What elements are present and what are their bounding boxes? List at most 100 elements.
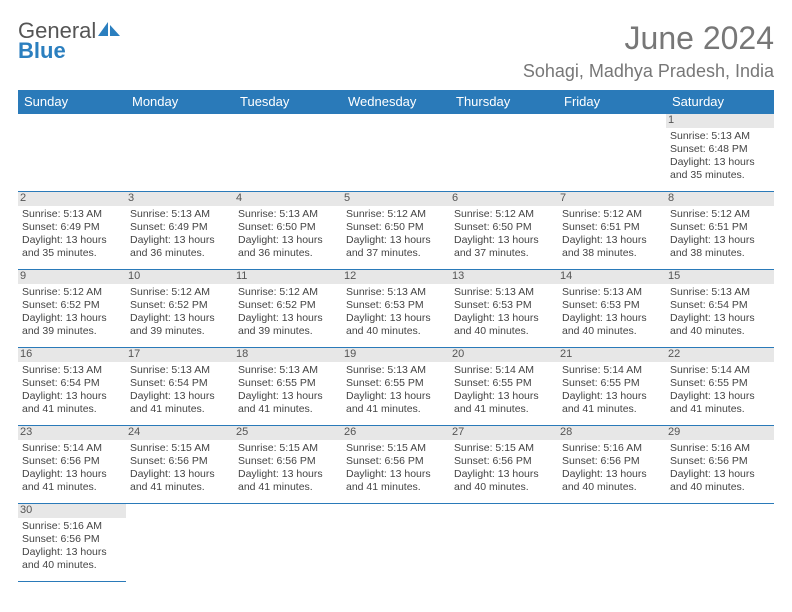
day-number: 10	[126, 270, 234, 284]
daylight-line: Daylight: 13 hours	[670, 312, 770, 325]
calendar-cell: 14Sunrise: 5:13 AMSunset: 6:53 PMDayligh…	[558, 270, 666, 348]
sunset-line: Sunset: 6:50 PM	[238, 221, 338, 234]
sunset-line: Sunset: 6:52 PM	[22, 299, 122, 312]
daylight-line2: and 41 minutes.	[22, 403, 122, 416]
sunrise-line: Sunrise: 5:12 AM	[346, 208, 446, 221]
daylight-line2: and 37 minutes.	[454, 247, 554, 260]
calendar-cell: 12Sunrise: 5:13 AMSunset: 6:53 PMDayligh…	[342, 270, 450, 348]
weekday-header: Tuesday	[234, 90, 342, 114]
day-number: 5	[342, 192, 450, 206]
sunset-line: Sunset: 6:49 PM	[22, 221, 122, 234]
sunset-line: Sunset: 6:48 PM	[670, 143, 770, 156]
sunset-line: Sunset: 6:54 PM	[670, 299, 770, 312]
day-number: 25	[234, 426, 342, 440]
sunset-line: Sunset: 6:56 PM	[454, 455, 554, 468]
day-number: 27	[450, 426, 558, 440]
calendar-cell	[18, 114, 126, 192]
daylight-line2: and 41 minutes.	[130, 481, 230, 494]
day-number: 23	[18, 426, 126, 440]
calendar-cell: 22Sunrise: 5:14 AMSunset: 6:55 PMDayligh…	[666, 348, 774, 426]
sunset-line: Sunset: 6:55 PM	[562, 377, 662, 390]
daylight-line: Daylight: 13 hours	[238, 312, 338, 325]
sunset-line: Sunset: 6:53 PM	[562, 299, 662, 312]
daylight-line: Daylight: 13 hours	[130, 390, 230, 403]
calendar-cell: 24Sunrise: 5:15 AMSunset: 6:56 PMDayligh…	[126, 426, 234, 504]
daylight-line2: and 39 minutes.	[22, 325, 122, 338]
sunrise-line: Sunrise: 5:13 AM	[238, 208, 338, 221]
calendar-cell: 5Sunrise: 5:12 AMSunset: 6:50 PMDaylight…	[342, 192, 450, 270]
calendar-cell: 20Sunrise: 5:14 AMSunset: 6:55 PMDayligh…	[450, 348, 558, 426]
calendar-cell	[450, 114, 558, 192]
sunset-line: Sunset: 6:55 PM	[346, 377, 446, 390]
weekday-header: Friday	[558, 90, 666, 114]
calendar-cell: 30Sunrise: 5:16 AMSunset: 6:56 PMDayligh…	[18, 504, 126, 582]
calendar-cell	[126, 504, 234, 582]
day-number: 9	[18, 270, 126, 284]
daylight-line2: and 40 minutes.	[670, 481, 770, 494]
daylight-line: Daylight: 13 hours	[238, 468, 338, 481]
sunset-line: Sunset: 6:52 PM	[130, 299, 230, 312]
sunrise-line: Sunrise: 5:15 AM	[454, 442, 554, 455]
day-number: 30	[18, 504, 126, 518]
daylight-line2: and 41 minutes.	[346, 403, 446, 416]
sunset-line: Sunset: 6:51 PM	[562, 221, 662, 234]
daylight-line: Daylight: 13 hours	[454, 390, 554, 403]
calendar-cell: 17Sunrise: 5:13 AMSunset: 6:54 PMDayligh…	[126, 348, 234, 426]
calendar-cell: 6Sunrise: 5:12 AMSunset: 6:50 PMDaylight…	[450, 192, 558, 270]
sunrise-line: Sunrise: 5:13 AM	[238, 364, 338, 377]
calendar-cell	[450, 504, 558, 582]
daylight-line: Daylight: 13 hours	[670, 468, 770, 481]
day-number: 21	[558, 348, 666, 362]
calendar-row: 1Sunrise: 5:13 AMSunset: 6:48 PMDaylight…	[18, 114, 774, 192]
sunrise-line: Sunrise: 5:12 AM	[454, 208, 554, 221]
sunset-line: Sunset: 6:54 PM	[22, 377, 122, 390]
calendar-cell: 23Sunrise: 5:14 AMSunset: 6:56 PMDayligh…	[18, 426, 126, 504]
sunset-line: Sunset: 6:55 PM	[670, 377, 770, 390]
sunrise-line: Sunrise: 5:13 AM	[130, 208, 230, 221]
sunrise-line: Sunrise: 5:12 AM	[670, 208, 770, 221]
daylight-line2: and 37 minutes.	[346, 247, 446, 260]
sunset-line: Sunset: 6:56 PM	[562, 455, 662, 468]
daylight-line2: and 41 minutes.	[130, 403, 230, 416]
calendar-cell	[342, 504, 450, 582]
calendar-cell: 9Sunrise: 5:12 AMSunset: 6:52 PMDaylight…	[18, 270, 126, 348]
sunrise-line: Sunrise: 5:13 AM	[22, 208, 122, 221]
weekday-header: Thursday	[450, 90, 558, 114]
day-number: 14	[558, 270, 666, 284]
sunrise-line: Sunrise: 5:15 AM	[238, 442, 338, 455]
daylight-line2: and 39 minutes.	[238, 325, 338, 338]
day-number: 28	[558, 426, 666, 440]
daylight-line: Daylight: 13 hours	[130, 312, 230, 325]
calendar-cell	[666, 504, 774, 582]
sunset-line: Sunset: 6:56 PM	[22, 455, 122, 468]
day-number: 22	[666, 348, 774, 362]
calendar-cell: 2Sunrise: 5:13 AMSunset: 6:49 PMDaylight…	[18, 192, 126, 270]
calendar-cell: 28Sunrise: 5:16 AMSunset: 6:56 PMDayligh…	[558, 426, 666, 504]
day-number: 4	[234, 192, 342, 206]
calendar-row: 23Sunrise: 5:14 AMSunset: 6:56 PMDayligh…	[18, 426, 774, 504]
calendar-cell: 8Sunrise: 5:12 AMSunset: 6:51 PMDaylight…	[666, 192, 774, 270]
calendar-cell	[126, 114, 234, 192]
daylight-line: Daylight: 13 hours	[454, 234, 554, 247]
calendar-cell: 3Sunrise: 5:13 AMSunset: 6:49 PMDaylight…	[126, 192, 234, 270]
daylight-line2: and 40 minutes.	[562, 481, 662, 494]
daylight-line2: and 41 minutes.	[454, 403, 554, 416]
sunrise-line: Sunrise: 5:12 AM	[22, 286, 122, 299]
calendar-cell: 27Sunrise: 5:15 AMSunset: 6:56 PMDayligh…	[450, 426, 558, 504]
sunrise-line: Sunrise: 5:12 AM	[130, 286, 230, 299]
daylight-line2: and 41 minutes.	[238, 481, 338, 494]
daylight-line: Daylight: 13 hours	[670, 156, 770, 169]
brand-logo: General Blue	[18, 20, 124, 61]
daylight-line: Daylight: 13 hours	[562, 468, 662, 481]
sunrise-line: Sunrise: 5:12 AM	[562, 208, 662, 221]
daylight-line: Daylight: 13 hours	[562, 312, 662, 325]
calendar-cell: 16Sunrise: 5:13 AMSunset: 6:54 PMDayligh…	[18, 348, 126, 426]
calendar-cell	[234, 114, 342, 192]
sunset-line: Sunset: 6:56 PM	[670, 455, 770, 468]
sunset-line: Sunset: 6:56 PM	[238, 455, 338, 468]
calendar-cell: 29Sunrise: 5:16 AMSunset: 6:56 PMDayligh…	[666, 426, 774, 504]
day-number: 18	[234, 348, 342, 362]
daylight-line: Daylight: 13 hours	[238, 234, 338, 247]
day-number: 2	[18, 192, 126, 206]
sunset-line: Sunset: 6:54 PM	[130, 377, 230, 390]
